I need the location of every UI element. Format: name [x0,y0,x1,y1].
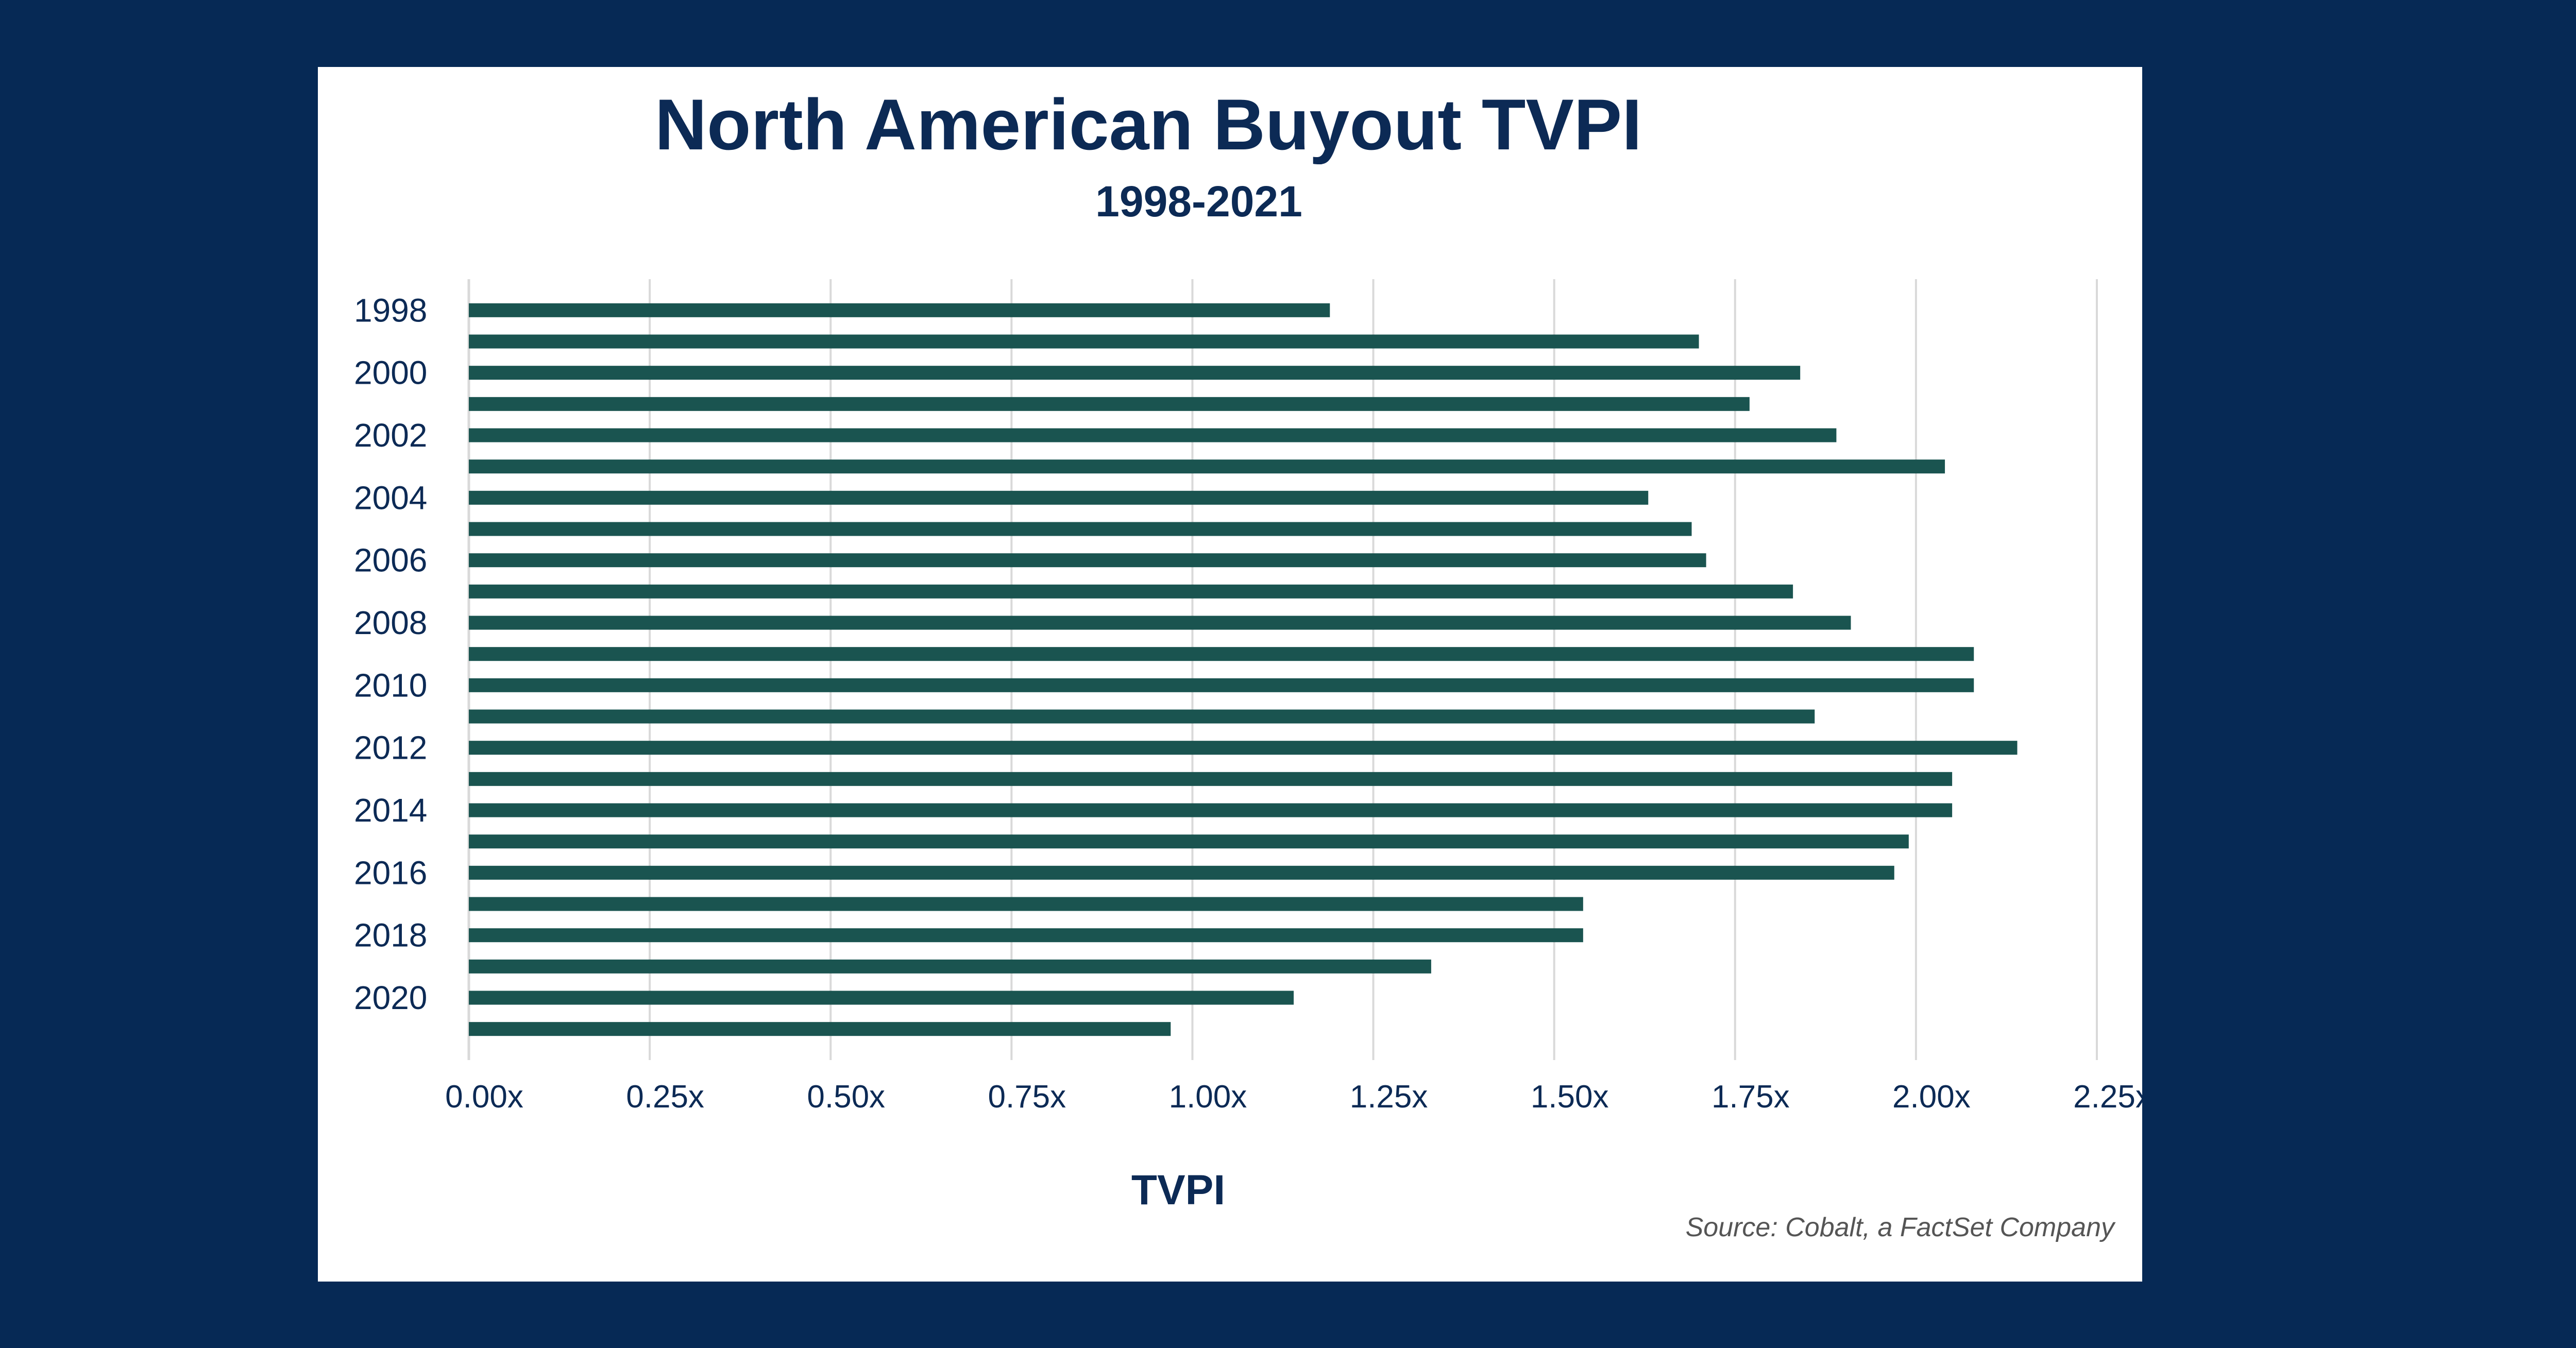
x-tick-label: 1.75x [1711,1079,1790,1115]
chart-title: North American Buyout TVPI [655,84,1642,165]
chart: North American Buyout TVPI 1998-2021 199… [354,84,2142,1242]
category-labels: 1998 2000 2002 2004 2006 2008 2010 2012 2014 2016… [354,292,427,1016]
category-label: 2016 [354,854,427,891]
x-tick-label: 0.25x [626,1079,704,1115]
bar-2004 [469,490,1649,505]
bar-2011 [469,709,1815,724]
bar-2017 [469,897,1583,911]
grid-lines [467,279,2098,1060]
bar-2020 [469,991,1294,1005]
category-label: 2006 [354,542,427,579]
category-label: 2010 [354,667,427,704]
x-tick-label: 0.00x [445,1079,523,1115]
bars [469,303,2018,1036]
bar-2021 [469,1022,1171,1036]
bar-2001 [469,397,1750,411]
bar-2010 [469,678,1974,692]
bar-2008 [469,616,1851,630]
chart-card: North American Buyout TVPI 1998-2021 199… [318,67,2142,1282]
bar-2014 [469,803,1953,817]
x-tick-label: 1.50x [1531,1079,1609,1115]
bar-2015 [469,834,1909,849]
category-label: 2000 [354,354,427,391]
bar-2013 [469,772,1953,786]
x-tick-label: 1.25x [1350,1079,1428,1115]
category-label: 2014 [354,792,427,829]
bar-2019 [469,959,1431,974]
x-tick-label: 2.25x [2073,1079,2142,1115]
bar-2002 [469,428,1837,442]
bar-2005 [469,522,1692,536]
bar-1999 [469,334,1699,349]
chart-subtitle: 1998-2021 [1095,177,1302,226]
bar-2003 [469,459,1945,474]
x-tick-label: 1.00x [1169,1079,1247,1115]
bar-2018 [469,928,1583,943]
bar-1998 [469,303,1330,317]
bar-2012 [469,741,2018,755]
category-label: 2004 [354,479,427,516]
category-label: 2012 [354,729,427,766]
category-label: 2020 [354,979,427,1016]
bar-2006 [469,553,1706,568]
category-label: 2018 [354,917,427,954]
bar-2000 [469,366,1801,380]
bar-2009 [469,647,1974,661]
x-tick-label: 0.50x [807,1079,885,1115]
source-note: Source: Cobalt, a FactSet Company [1686,1213,2116,1242]
bar-2016 [469,865,1894,880]
x-tick-label: 0.75x [988,1079,1066,1115]
bar-2007 [469,584,1793,599]
category-label: 2008 [354,604,427,641]
category-label: 2002 [354,417,427,454]
x-tick-label: 2.00x [1892,1079,1971,1115]
x-tick-labels: 0.00x 0.25x 0.50x 0.75x 1.00x 1.25x 1.50x 1.75x… [445,1079,2142,1115]
category-label: 1998 [354,292,427,329]
x-axis-label: TVPI [1131,1167,1225,1214]
